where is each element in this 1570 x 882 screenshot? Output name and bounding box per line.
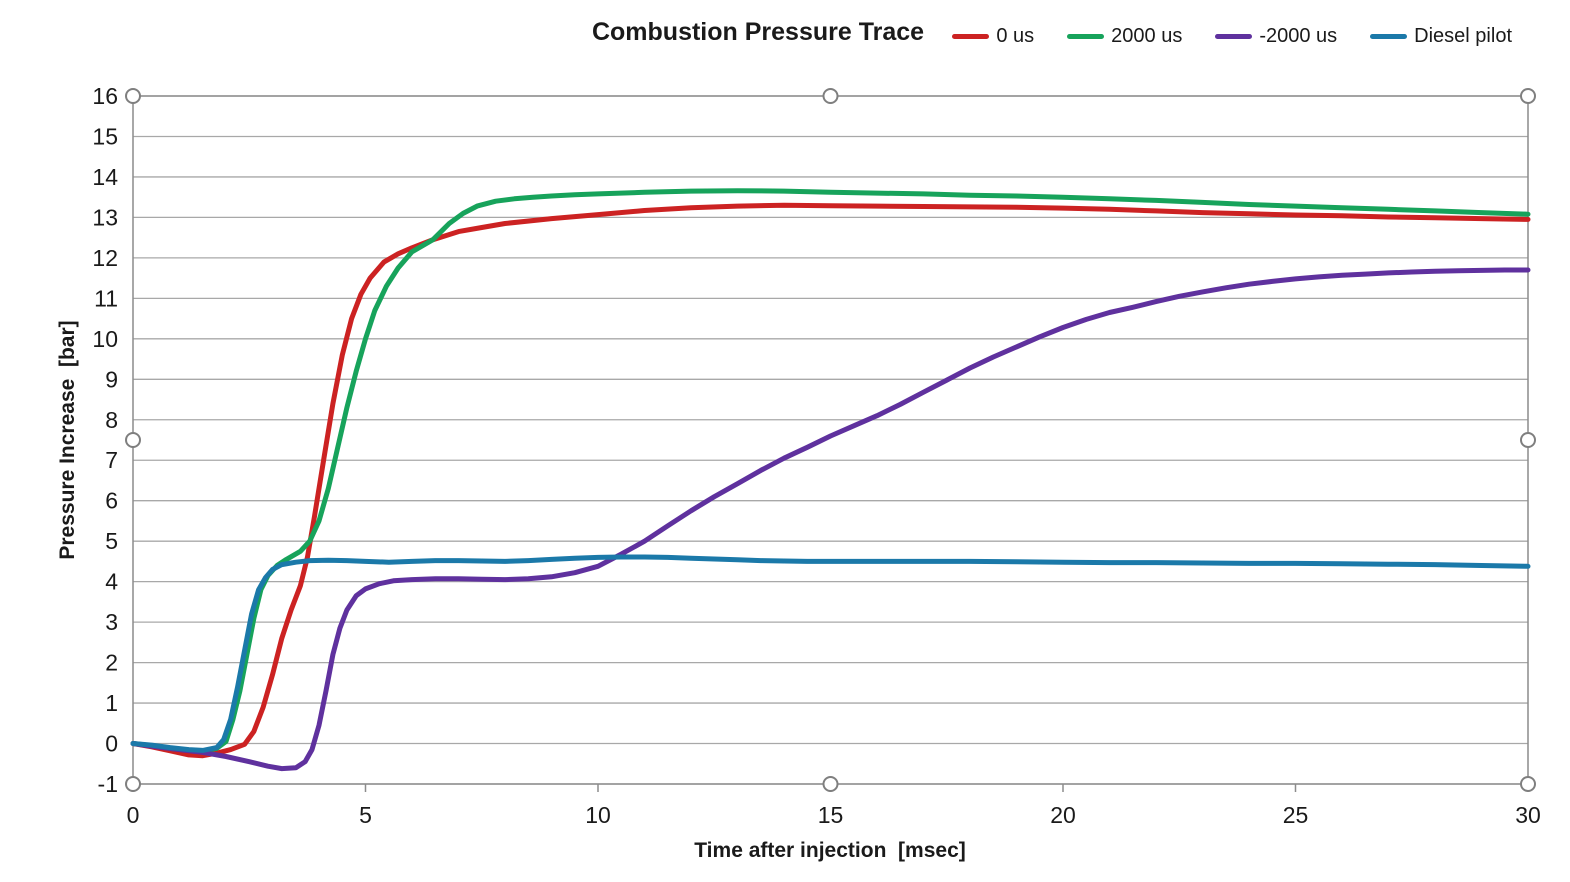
legend-label: 2000 us: [1111, 25, 1183, 47]
selection-handle-3: [125, 432, 141, 448]
selection-handle-0: [125, 88, 141, 104]
y-tick-label--1: -1: [98, 771, 118, 797]
legend: 0 us 2000 us -2000 us Diesel pilot: [952, 25, 1512, 48]
y-tick-label-0: 0: [105, 731, 118, 757]
y-tick-label-10: 10: [92, 326, 118, 352]
y-tick-label-2: 2: [105, 650, 118, 676]
legend-item-2000us[interactable]: 2000 us: [1067, 25, 1182, 48]
legend-swatch-2000us: [1067, 34, 1105, 39]
x-tick-label-5: 5: [359, 802, 372, 828]
series-line-3: [130, 554, 1531, 753]
y-tick-label-5: 5: [105, 528, 118, 554]
y-tick-label-11: 11: [94, 285, 118, 311]
legend-label: Diesel pilot: [1414, 25, 1512, 47]
chart-title: Combustion Pressure Trace: [591, 18, 925, 46]
y-tick-label-7: 7: [105, 447, 118, 473]
legend-swatch-diesel-pilot: [1370, 34, 1408, 39]
legend-swatch-minus2000us: [1215, 34, 1253, 39]
selection-handle-1: [822, 88, 839, 104]
x-tick-label-30: 30: [1515, 802, 1541, 828]
y-tick-label-3: 3: [105, 609, 118, 635]
selection-handle-5: [125, 776, 141, 792]
series-line-0: [130, 202, 1531, 759]
selection-handle-7: [1520, 776, 1536, 792]
legend-item-diesel-pilot[interactable]: Diesel pilot: [1370, 25, 1512, 48]
x-axis-title: Time after injection [msec]: [694, 839, 966, 862]
y-tick-label-15: 15: [92, 123, 118, 149]
selection-handle-2: [1520, 88, 1536, 104]
y-tick-label-9: 9: [105, 366, 118, 392]
legend-item-0us[interactable]: 0 us: [952, 25, 1034, 48]
x-tick-label-10: 10: [585, 802, 611, 828]
selection-handle-6: [822, 776, 839, 792]
series-line-2: [130, 267, 1531, 772]
y-tick-label-8: 8: [105, 407, 118, 433]
selection-handle-4: [1520, 432, 1536, 448]
series-line-1: [130, 188, 1531, 754]
legend-item-minus2000us[interactable]: -2000 us: [1215, 25, 1337, 48]
y-tick-label-12: 12: [92, 245, 118, 271]
x-tick-label-20: 20: [1050, 802, 1076, 828]
x-tick-label-25: 25: [1283, 802, 1309, 828]
legend-label: -2000 us: [1259, 25, 1338, 47]
y-tick-label-1: 1: [105, 690, 118, 716]
x-tick-label-15: 15: [818, 802, 844, 828]
y-tick-label-13: 13: [92, 204, 118, 230]
legend-swatch-0us: [952, 34, 990, 39]
y-tick-label-6: 6: [105, 488, 118, 514]
legend-label: 0 us: [996, 25, 1035, 47]
y-tick-label-16: 16: [92, 83, 118, 109]
y-axis-title: Pressure Increase [bar]: [56, 320, 79, 559]
y-tick-label-14: 14: [92, 164, 118, 190]
x-tick-label-0: 0: [127, 802, 140, 828]
y-tick-label-4: 4: [105, 569, 118, 595]
